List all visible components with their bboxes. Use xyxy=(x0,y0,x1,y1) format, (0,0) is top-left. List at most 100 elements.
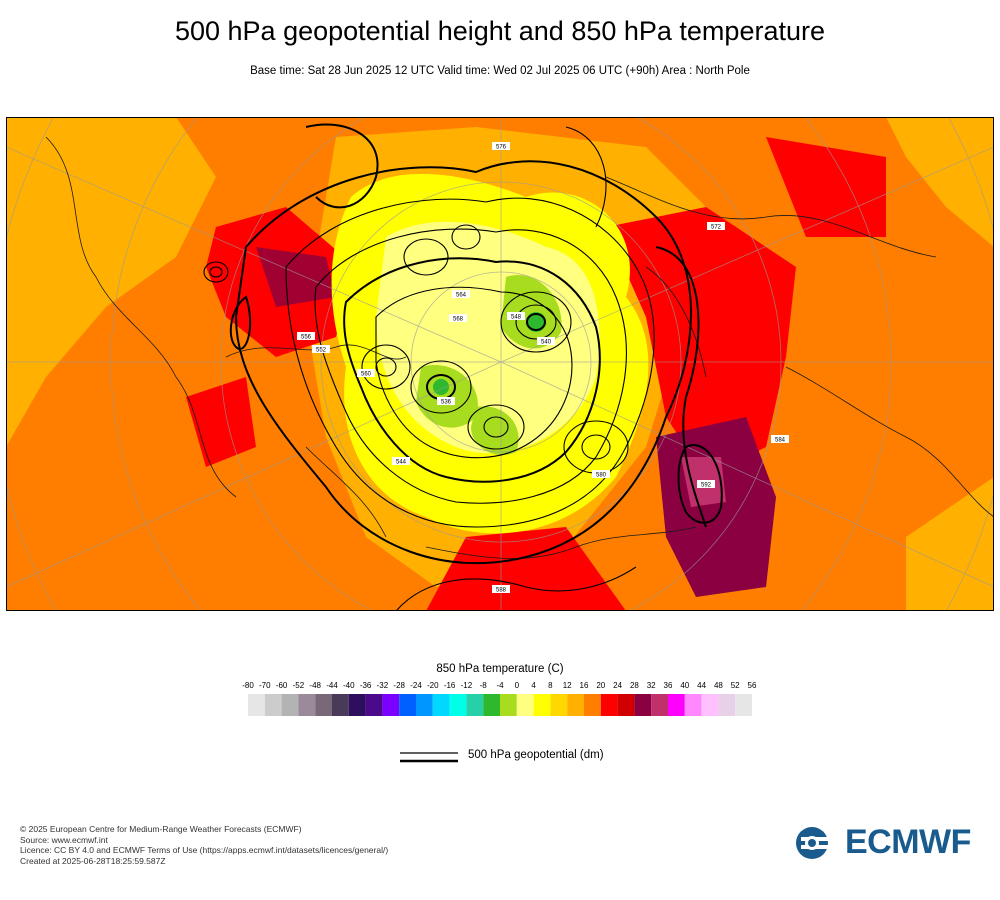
contour-label: 580 xyxy=(592,470,610,479)
geopotential-legend-lines xyxy=(400,752,458,763)
temp-region-red-northeast xyxy=(766,137,886,237)
colorbar-swatch xyxy=(617,694,635,716)
temperature-colorbar: -80 -70 -60 -52 -48 -44 -40 -36 -32 -28 -24 -20 -16-… xyxy=(242,681,757,716)
colorbar-swatch xyxy=(718,694,736,716)
colorbar-swatch xyxy=(432,694,450,716)
colorbar-swatch xyxy=(281,694,299,716)
colorbar-swatch xyxy=(298,694,316,716)
chart-subtitle: Base time: Sat 28 Jun 2025 12 UTC Valid … xyxy=(250,65,750,77)
svg-text:536: 536 xyxy=(441,400,452,406)
colorbar-swatch xyxy=(651,694,668,716)
colorbar-tick-label: 48 xyxy=(714,681,723,690)
contour-label: 564 xyxy=(452,290,470,299)
colorbar-swatch xyxy=(264,694,282,716)
svg-text:560: 560 xyxy=(361,372,372,378)
svg-text:544: 544 xyxy=(396,460,407,466)
contour-label: 552 xyxy=(312,345,330,354)
svg-text:556: 556 xyxy=(301,335,312,341)
contour-label: 560 xyxy=(357,369,375,378)
temp-region-amber-southeast xyxy=(906,477,994,611)
colorbar-tick-label: 16 xyxy=(580,681,589,690)
colorbar-swatch xyxy=(550,694,568,716)
colorbar-tick-label: -40 xyxy=(343,681,355,690)
colorbar-tick-label: -36 xyxy=(360,681,372,690)
temp-region-red-asia xyxy=(606,207,796,477)
colorbar-tick-label: -12 xyxy=(461,681,473,690)
colorbar-swatch xyxy=(416,694,433,716)
geopotential-legend-label: 500 hPa geopotential (dm) xyxy=(468,749,604,761)
colorbar-tick-label: -44 xyxy=(326,681,338,690)
colorbar-swatch xyxy=(399,694,416,716)
colorbar-swatch xyxy=(315,694,332,716)
contour-label: 576 xyxy=(492,142,510,151)
svg-text:592: 592 xyxy=(701,483,712,489)
colorbar-tick-label: -20 xyxy=(427,681,439,690)
polar-temperature-map: 552 564 576 584 588 580 568 560 548 540 … xyxy=(6,117,994,611)
colorbar-swatch xyxy=(365,694,383,716)
colorbar-tick-label: -80 xyxy=(242,681,254,690)
colorbar-tick-label: -60 xyxy=(276,681,288,690)
contour-label: 536 xyxy=(437,397,455,406)
svg-text:540: 540 xyxy=(541,340,552,346)
svg-text:568: 568 xyxy=(453,317,464,323)
colorbar-tick-label: 20 xyxy=(596,681,605,690)
colorbar-swatch xyxy=(735,694,752,716)
colorbar-tick-label: 56 xyxy=(748,681,757,690)
temp-region-amber-west xyxy=(6,117,216,447)
credit-source: Source: www.ecmwf.int xyxy=(20,834,108,845)
colorbar-swatch xyxy=(668,694,685,716)
credit-created: Created at 2025-06-28T18:25:59.587Z xyxy=(20,855,166,866)
coastlines xyxy=(45,136,994,559)
contour-label: 592 xyxy=(697,480,715,489)
colorbar-tick-label: 24 xyxy=(613,681,622,690)
colorbar-tick-label: 52 xyxy=(731,681,740,690)
contour-label: 568 xyxy=(449,314,467,323)
ecmwf-logo-text: ECMWF xyxy=(845,823,971,861)
cold-pool-green-3 xyxy=(471,406,519,456)
contour-label: 540 xyxy=(537,337,555,346)
svg-text:564: 564 xyxy=(456,293,467,299)
contour-label: 588 xyxy=(492,585,510,594)
colorbar-tick-label: -70 xyxy=(259,681,271,690)
svg-text:552: 552 xyxy=(316,348,327,354)
legend-title: 850 hPa temperature (C) xyxy=(436,663,564,675)
colorbar-tick-label: -52 xyxy=(293,681,305,690)
colorbar-tick-label: 0 xyxy=(515,681,520,690)
colorbar-swatch xyxy=(584,694,601,716)
colorbar-swatch xyxy=(466,694,484,716)
svg-text:548: 548 xyxy=(511,315,522,321)
colorbar-tick-label: 44 xyxy=(697,681,706,690)
svg-text:584: 584 xyxy=(775,438,786,444)
contour-label: 556 xyxy=(297,332,315,341)
colorbar-swatch xyxy=(684,694,702,716)
colorbar-tick-label: 36 xyxy=(664,681,673,690)
colorbar-swatch xyxy=(348,694,366,716)
colorbar-tick-label: -28 xyxy=(393,681,405,690)
colorbar-tick-label: -16 xyxy=(444,681,456,690)
contour-label: 572 xyxy=(707,222,725,231)
svg-text:580: 580 xyxy=(596,473,607,479)
colorbar-tick-label: -32 xyxy=(377,681,389,690)
colorbar-swatch xyxy=(382,694,400,716)
colorbar-tick-label: 32 xyxy=(647,681,656,690)
colorbar-tick-label: 40 xyxy=(680,681,689,690)
colorbar-tick-label: -48 xyxy=(309,681,321,690)
colorbar-swatch xyxy=(634,694,652,716)
colorbar-swatch xyxy=(533,694,551,716)
colorbar-tick-label: -8 xyxy=(480,681,488,690)
credit-licence: Licence: CC BY 4.0 and ECMWF Terms of Us… xyxy=(20,845,389,855)
colorbar-tick-label: 4 xyxy=(531,681,536,690)
contour-label: 584 xyxy=(771,435,789,444)
colorbar-tick-label: -24 xyxy=(410,681,422,690)
colorbar-tick-label: -4 xyxy=(496,681,504,690)
colorbar-swatch xyxy=(449,694,467,716)
svg-text:576: 576 xyxy=(496,145,507,151)
geopotential-legend: 500 hPa geopotential (dm) xyxy=(400,748,700,766)
credit-copyright: © 2025 European Centre for Medium-Range … xyxy=(20,824,302,834)
svg-text:588: 588 xyxy=(496,588,507,594)
svg-text:572: 572 xyxy=(711,225,722,231)
colorbar-swatch xyxy=(701,694,719,716)
colorbar-swatch xyxy=(248,694,265,716)
colorbar-swatch xyxy=(567,694,584,716)
contour-label: 544 xyxy=(392,457,410,466)
